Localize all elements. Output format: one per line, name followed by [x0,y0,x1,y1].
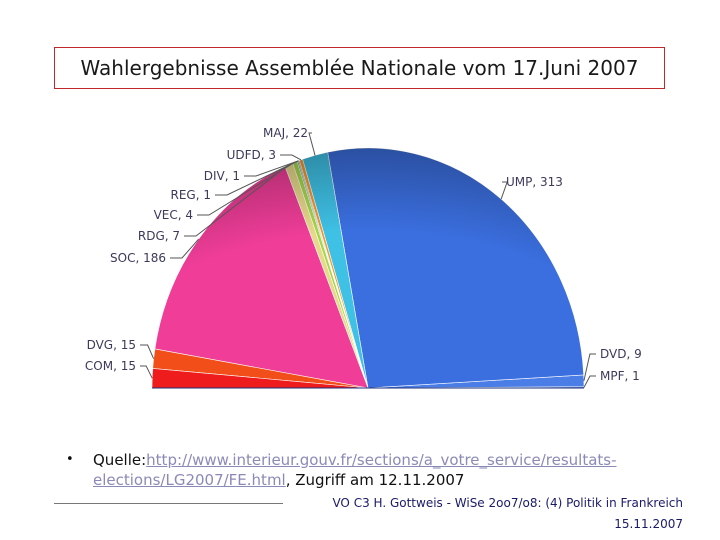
leader-mpf [583,375,596,388]
bullet: • [66,452,74,467]
leader-rdg [184,164,290,237]
label-reg: REG, 1 [171,188,211,202]
label-udfd: UDFD, 3 [227,148,276,162]
leader-reg [215,160,298,196]
pie-shading [152,148,584,388]
label-mpf: MPF, 1 [600,369,640,383]
leader-dvd [583,353,596,381]
source-link[interactable]: http://www.interieur.gouv.fr/sections/a_… [93,451,617,489]
leader-dvg [140,344,155,359]
leader-lines [140,132,596,388]
source-text: Quelle:http://www.interieur.gouv.fr/sect… [93,450,665,490]
footer-date: 15.11.2007 [614,517,683,531]
footer-course: VO C3 H. Gottweis - WiSe 2oo7/o8: (4) Po… [332,496,683,510]
label-ump: UMP, 313 [506,175,563,189]
label-dvd: DVD, 9 [600,347,642,361]
label-div: DIV, 1 [204,169,240,183]
chart-title: Wahlergebnisse Assemblée Nationale vom 1… [54,47,665,89]
pie-slices [151,147,585,389]
leader-vec [197,161,296,216]
leader-div [244,160,299,177]
source-suffix: , Zugriff am 12.11.2007 [285,471,465,489]
leader-maj [308,132,316,156]
leader-udfd [280,154,302,161]
label-maj: MAJ, 22 [263,126,308,140]
footer-divider [54,503,283,504]
semicircle-pie-chart: MPF, 1 DVD, 9 UMP, 313 MAJ, 22 UDFD, 3 DIV, 1… [85,126,642,389]
leader-ump [500,181,508,200]
label-com: COM, 15 [85,359,136,373]
label-vec: VEC, 4 [154,208,193,222]
source-prefix: Quelle: [93,451,147,469]
leader-soc [170,238,200,259]
leader-com [140,365,153,379]
label-rdg: RDG, 7 [138,229,180,243]
slice-labels: MPF, 1 DVD, 9 UMP, 313 MAJ, 22 UDFD, 3 DIV, 1… [85,126,642,383]
label-dvg: DVG, 15 [87,338,136,352]
label-soc: SOC, 186 [110,251,166,265]
